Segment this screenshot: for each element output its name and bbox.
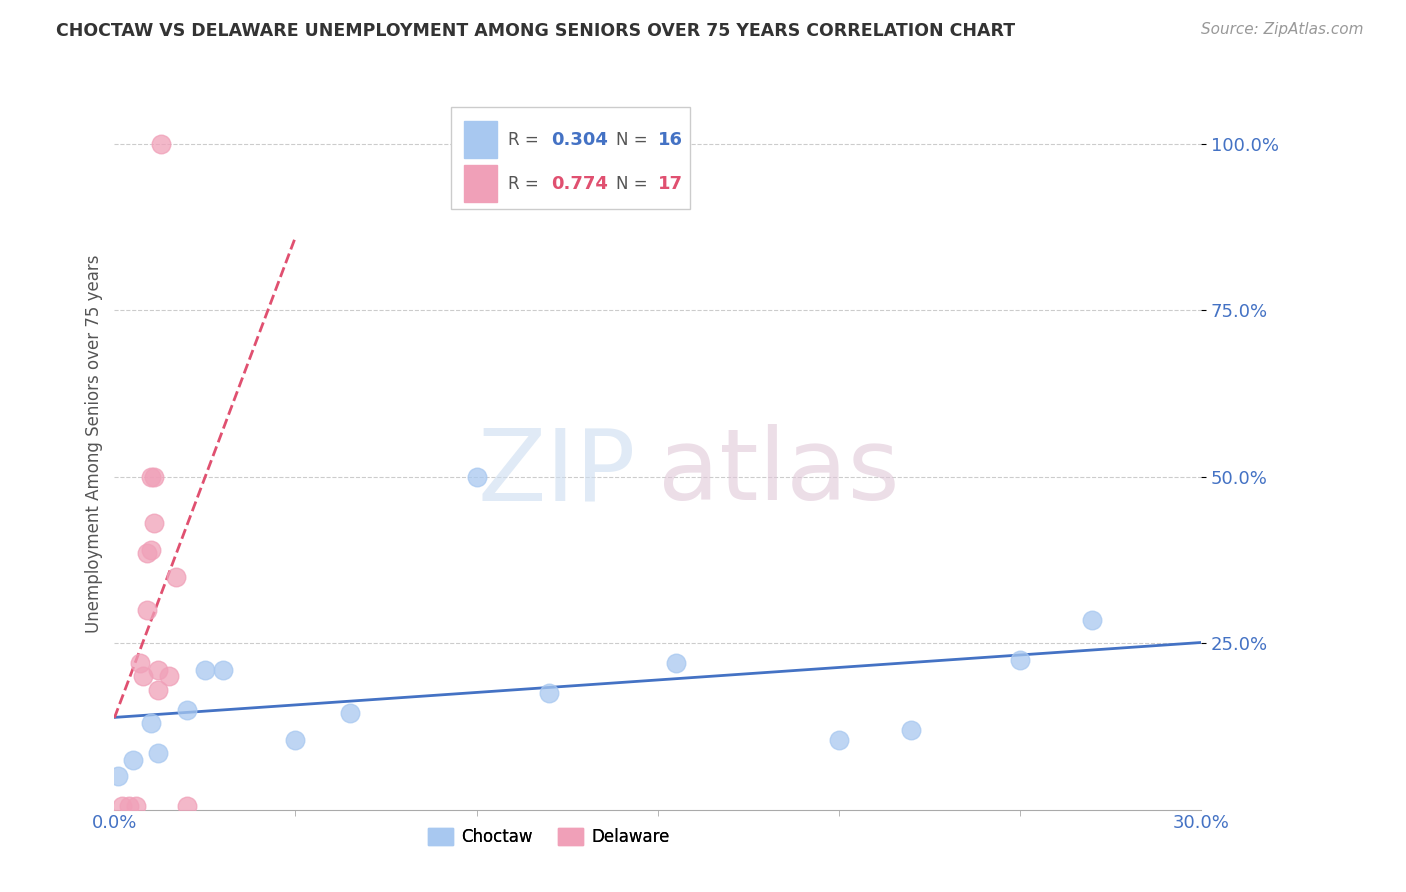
Text: R =: R =: [508, 130, 544, 149]
FancyBboxPatch shape: [464, 121, 496, 158]
Point: [118, 799, 141, 814]
Text: N =: N =: [616, 175, 654, 193]
Text: R =: R =: [508, 175, 544, 193]
Point: [146, 663, 169, 677]
Point: [176, 799, 198, 814]
Y-axis label: Unemployment Among Seniors over 75 years: Unemployment Among Seniors over 75 years: [86, 254, 103, 632]
Point: [165, 569, 187, 583]
Point: [284, 732, 307, 747]
Point: [125, 799, 148, 814]
FancyBboxPatch shape: [464, 165, 496, 202]
Point: [132, 669, 155, 683]
FancyBboxPatch shape: [451, 107, 690, 210]
Text: 17: 17: [658, 175, 682, 193]
Point: [157, 669, 180, 683]
Point: [136, 546, 159, 560]
Point: [111, 799, 134, 814]
Legend: Choctaw, Delaware: Choctaw, Delaware: [422, 821, 676, 853]
Point: [107, 769, 129, 783]
Text: 16: 16: [658, 130, 682, 149]
Point: [128, 656, 150, 670]
Point: [212, 663, 235, 677]
Point: [537, 686, 560, 700]
Point: [176, 703, 198, 717]
Point: [139, 469, 162, 483]
Point: [121, 753, 143, 767]
Text: ZIP: ZIP: [478, 425, 636, 521]
Point: [339, 706, 361, 720]
Point: [143, 516, 166, 531]
Text: N =: N =: [616, 130, 654, 149]
Point: [139, 716, 162, 731]
Text: atlas: atlas: [658, 425, 900, 521]
Point: [827, 732, 849, 747]
Point: [1008, 653, 1031, 667]
Text: 0.774: 0.774: [551, 175, 607, 193]
Point: [194, 663, 217, 677]
Text: CHOCTAW VS DELAWARE UNEMPLOYMENT AMONG SENIORS OVER 75 YEARS CORRELATION CHART: CHOCTAW VS DELAWARE UNEMPLOYMENT AMONG S…: [56, 22, 1015, 40]
Point: [139, 543, 162, 558]
Text: 0.304: 0.304: [551, 130, 607, 149]
Point: [1081, 613, 1104, 627]
Point: [150, 136, 173, 151]
Point: [900, 723, 922, 737]
Point: [146, 746, 169, 760]
Point: [146, 682, 169, 697]
Text: Source: ZipAtlas.com: Source: ZipAtlas.com: [1201, 22, 1364, 37]
Point: [136, 603, 159, 617]
Point: [143, 469, 166, 483]
Point: [665, 656, 688, 670]
Point: [465, 469, 488, 483]
